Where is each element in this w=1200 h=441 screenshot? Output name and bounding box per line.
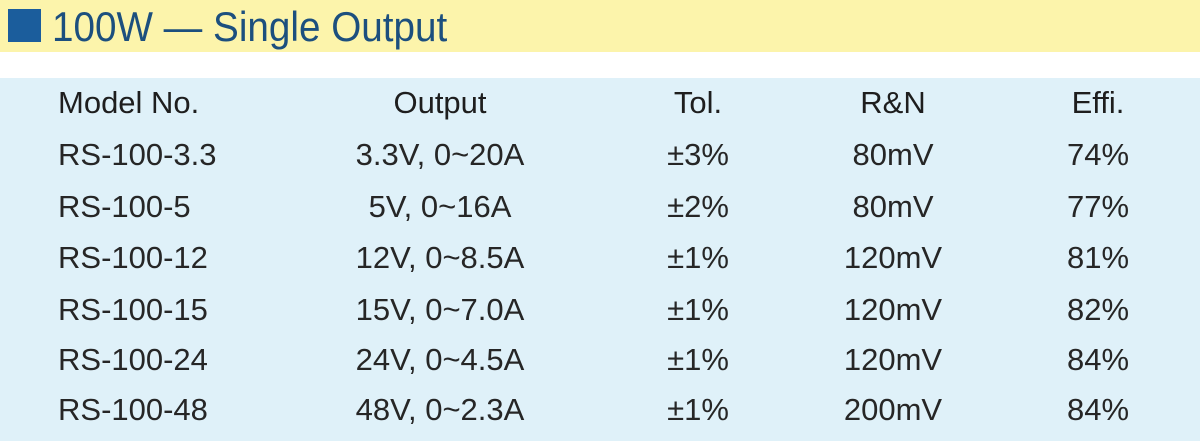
title-marker [8, 9, 41, 42]
table-cell: 3.3V, 0~20A [355, 137, 525, 172]
table-cell: 12V, 0~8.5A [355, 240, 525, 275]
table-cell: ±1% [667, 292, 729, 327]
table-cell: 80mV [852, 189, 934, 224]
table-cell: RS-100-24 [58, 342, 208, 377]
table-cell: ±3% [667, 137, 729, 172]
table-cell: 84% [1066, 342, 1130, 377]
table-cell: 120mV [843, 292, 943, 327]
column-header: Effi. [1071, 85, 1125, 120]
column-header: Output [393, 85, 487, 120]
table-cell: RS-100-3.3 [58, 137, 217, 172]
table-cell: 77% [1066, 189, 1130, 224]
table-cell: 120mV [843, 240, 943, 275]
table-cell: 120mV [843, 342, 943, 377]
table-cell: ±2% [667, 189, 729, 224]
table-cell: 24V, 0~4.5A [355, 342, 525, 377]
table-cell: ±1% [667, 240, 729, 275]
column-header: Model No. [58, 85, 200, 120]
table-cell: ±1% [667, 342, 729, 377]
title: 100W — Single Output [52, 3, 448, 50]
table-cell: RS-100-5 [58, 189, 191, 224]
spec-table [0, 78, 1200, 441]
table-cell: 5V, 0~16A [368, 189, 512, 224]
table-cell: 82% [1066, 292, 1130, 327]
table-cell: 15V, 0~7.0A [355, 292, 525, 327]
title-band: 100W — Single Output [0, 0, 1200, 52]
column-header: Tol. [673, 85, 723, 120]
table-cell: 200mV [843, 392, 943, 427]
table-cell: RS-100-48 [58, 392, 208, 427]
table-cell: 81% [1066, 240, 1130, 275]
table-cell: RS-100-15 [58, 292, 208, 327]
table-cell: 84% [1066, 392, 1130, 427]
column-header: R&N [860, 85, 926, 120]
table-cell: ±1% [667, 392, 729, 427]
table-cell: 48V, 0~2.3A [355, 392, 525, 427]
table-cell: RS-100-12 [58, 240, 208, 275]
table-cell: 80mV [852, 137, 934, 172]
table-cell: 74% [1066, 137, 1130, 172]
